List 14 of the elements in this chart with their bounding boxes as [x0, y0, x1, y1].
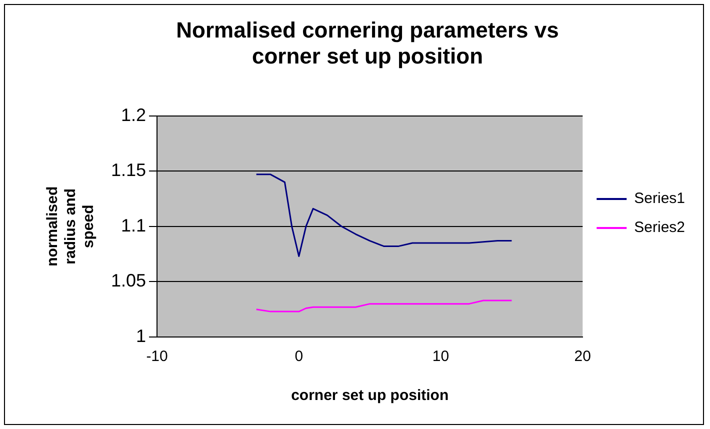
y-tick-label: 1 [136, 326, 146, 346]
x-tick-label: 10 [432, 348, 450, 366]
y-tick-label: 1.1 [121, 215, 146, 236]
x-tick-label: 20 [574, 348, 591, 366]
y-tick-label: 1.15 [110, 160, 146, 180]
y-tick-label: 1.2 [121, 104, 146, 125]
x-axis-title: corner set up position [291, 387, 449, 404]
legend-label: Series2 [634, 219, 685, 236]
y-tick-label: 1.05 [110, 270, 146, 291]
chart-title: Normalised cornering parameters vs corner set up position [176, 17, 559, 69]
legend-label: Series1 [634, 190, 685, 208]
x-tick-label: -10 [146, 348, 168, 366]
y-axis-title: normalised radius and speed [44, 186, 98, 266]
x-tick-label: 0 [294, 348, 304, 366]
